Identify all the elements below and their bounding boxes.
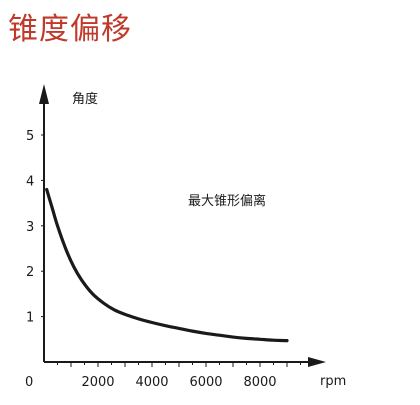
x-tick-label: 2000	[81, 375, 114, 390]
y-tick-label: 3	[26, 220, 34, 235]
x-axis-arrow-icon	[308, 357, 326, 367]
y-tick-label: 2	[26, 265, 34, 280]
chart-title: 锥度偏移	[8, 12, 132, 47]
x-axis-label: rpm	[320, 374, 346, 389]
y-axis-label: 角度	[72, 91, 98, 107]
ticks: 1 2 3 4 5 2000 4000 6000 8000	[26, 129, 301, 390]
y-tick-label: 5	[26, 129, 34, 144]
origin-label: 0	[25, 375, 33, 390]
curve-annotation: 最大锥形偏离	[188, 193, 266, 209]
axes	[39, 84, 326, 367]
y-tick-label: 1	[26, 311, 34, 326]
x-tick-label: 8000	[243, 375, 276, 390]
x-tick-label: 6000	[189, 375, 222, 390]
y-tick-label: 4	[26, 174, 34, 189]
series-line	[45, 187, 289, 343]
x-tick-label: 4000	[135, 375, 168, 390]
y-axis-arrow-icon	[39, 84, 49, 104]
